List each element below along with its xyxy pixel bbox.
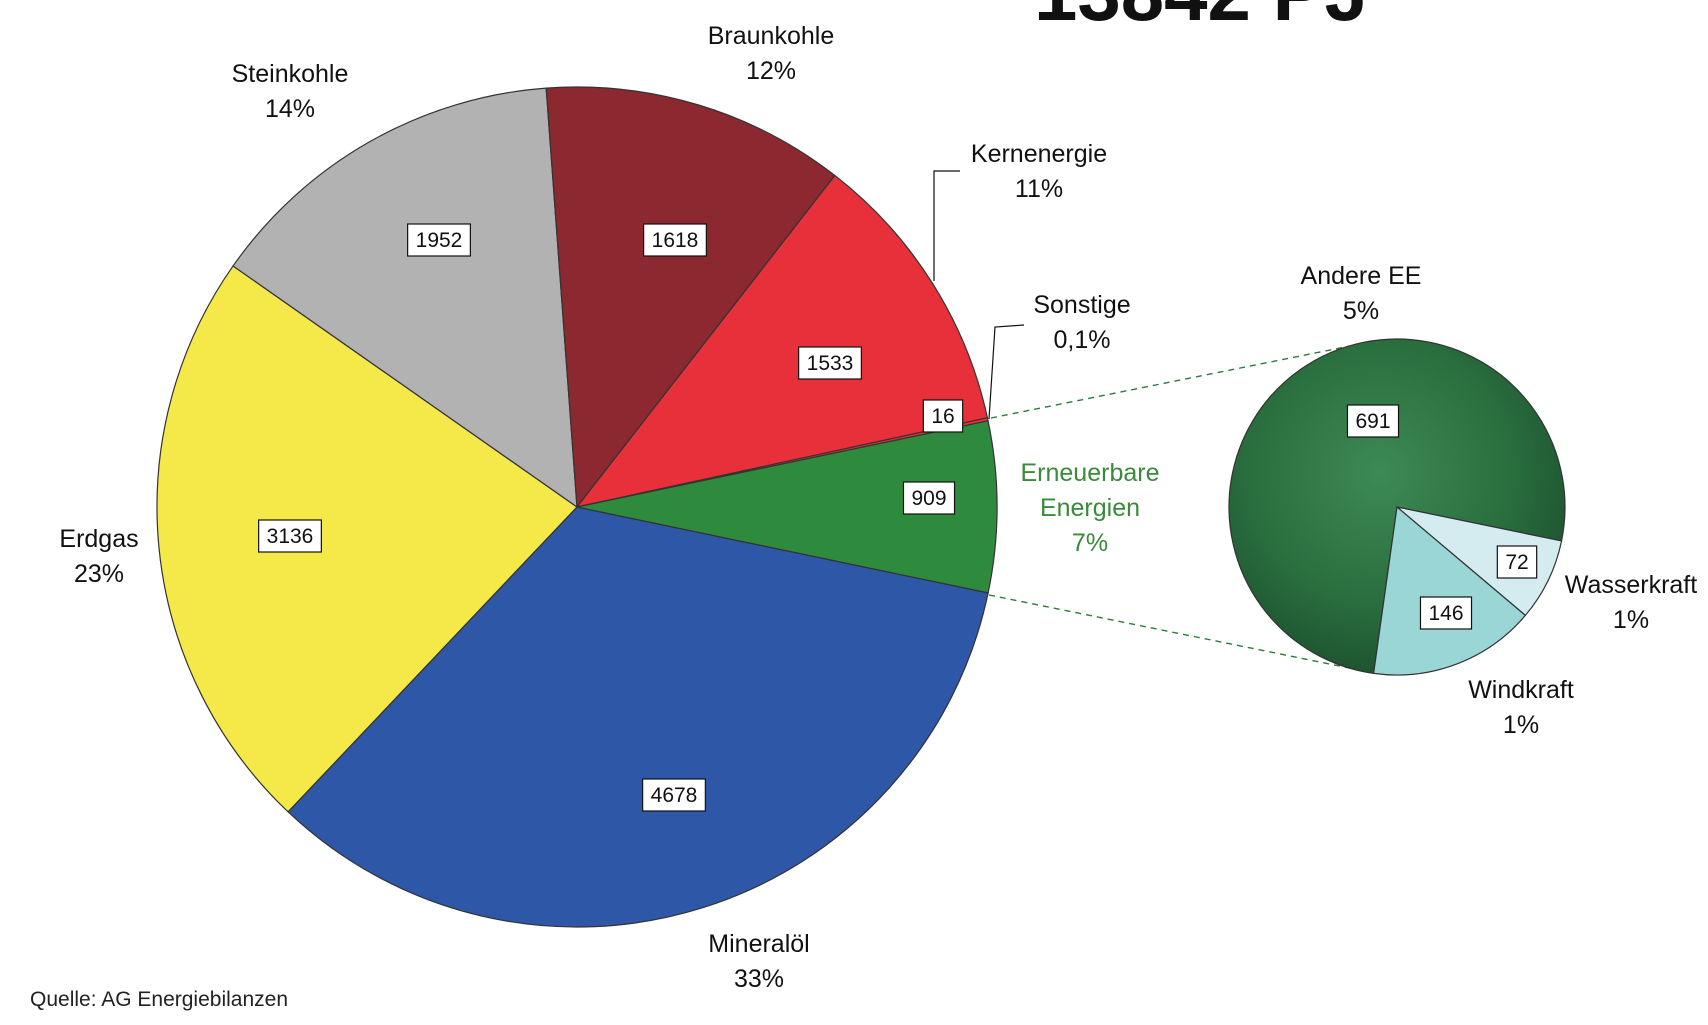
share-label: 12% (745, 57, 797, 85)
pie-slice (287, 506, 989, 928)
value-label: 3136 (267, 525, 314, 548)
pie-slice (232, 87, 578, 509)
category-label: Andere EE (1300, 262, 1422, 290)
value-label-box (922, 399, 964, 433)
value-label-box (1419, 596, 1473, 630)
value-label: 16 (931, 405, 954, 428)
share-label: 1% (1502, 711, 1540, 739)
slice-label: Erdgas 23% (0, 522, 199, 592)
value-label: 1533 (807, 352, 854, 375)
pie-slice (1372, 505, 1527, 676)
slice-label: Kernenergie 11% (939, 137, 1139, 207)
share-label: 33% (733, 965, 785, 993)
value-label: 691 (1355, 410, 1390, 433)
category-label: Mineralöl (708, 930, 810, 958)
share-label: 14% (264, 95, 316, 123)
value-label: 72 (1505, 551, 1528, 574)
share-label: 0,1% (1053, 326, 1111, 354)
value-label: 909 (911, 487, 946, 510)
value-label-box (258, 519, 322, 553)
chart-title: 13842 PJ (1034, 0, 1368, 37)
category-label: Braunkohle (707, 22, 835, 50)
slice-label: Mineralöl 33% (659, 927, 859, 997)
pie-slice (1228, 338, 1566, 675)
slice-label: Windkraft 1% (1421, 673, 1621, 743)
slice-label: Erneuerbare Energien 7% (1015, 456, 1165, 561)
share-label: 11% (1014, 175, 1064, 203)
value-label-box (643, 223, 707, 257)
slice-label: Steinkohle 14% (190, 57, 390, 127)
category-label: Steinkohle (231, 60, 349, 88)
category-label: Wasserkraft (1564, 571, 1698, 599)
share-label: 7% (1071, 529, 1109, 557)
pie-slice (156, 265, 578, 813)
share-label: 1% (1612, 606, 1650, 634)
value-label-box (1346, 404, 1400, 438)
slice-label: Andere EE 5% (1261, 259, 1461, 329)
category-label: Erdgas (59, 525, 139, 553)
leader-line (933, 170, 960, 281)
slice-label: Wasserkraft 1% (1531, 568, 1708, 638)
slice-label: Sonstige 0,1% (982, 288, 1182, 358)
pie-slice (575, 174, 989, 508)
category-label: Sonstige (1033, 291, 1131, 319)
pie (156, 86, 998, 928)
category-label: Windkraft (1468, 676, 1574, 704)
value-label: 1952 (416, 229, 463, 252)
value-label-box (1496, 545, 1538, 579)
value-label-box (407, 223, 471, 257)
value-label-box (798, 346, 862, 380)
source-note: Quelle: AG Energiebilanzen (30, 988, 288, 1011)
slice-label: Braunkohle 12% (671, 19, 871, 89)
category-label: Erneuerbare Energien (1020, 459, 1160, 522)
pie (1228, 338, 1566, 676)
value-label-box (642, 778, 706, 812)
leader-line (988, 324, 1025, 420)
pie-slice (545, 86, 836, 509)
value-label: 146 (1428, 602, 1463, 625)
value-label-box (902, 481, 956, 515)
pie-slice (576, 420, 998, 594)
share-label: 23% (73, 560, 125, 588)
category-label: Kernenergie (970, 140, 1108, 168)
value-label: 4678 (651, 784, 698, 807)
share-label: 5% (1342, 297, 1380, 325)
value-label: 1618 (652, 229, 699, 252)
